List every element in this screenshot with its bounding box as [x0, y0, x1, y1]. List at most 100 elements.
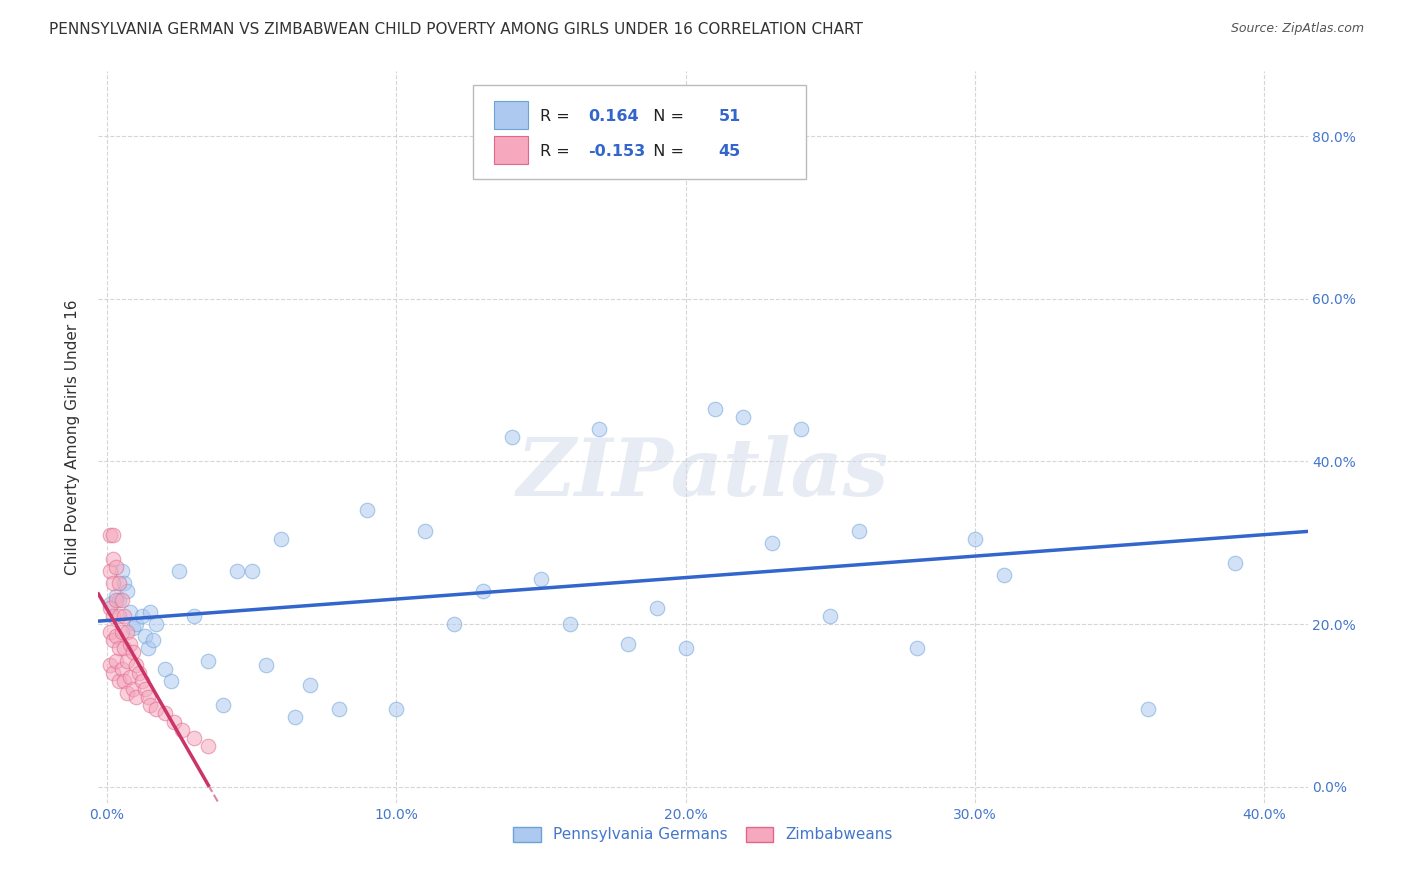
Point [183, 731, 205, 745]
Point [104, 560, 127, 574]
Point [107, 576, 129, 591]
Text: R =: R = [540, 145, 575, 159]
Point [240, 564, 263, 578]
Point [98, 597, 121, 611]
Point [139, 698, 162, 713]
Point [254, 657, 277, 672]
Point [114, 608, 136, 623]
Point [107, 608, 129, 623]
Point [142, 633, 165, 648]
Point [110, 625, 132, 640]
Point [98, 527, 121, 541]
Text: 45: 45 [718, 145, 741, 159]
Point [107, 592, 129, 607]
Text: R =: R = [540, 109, 575, 124]
Point [117, 625, 139, 640]
Point [125, 657, 148, 672]
Point [385, 702, 408, 716]
Point [101, 552, 124, 566]
Point [120, 670, 142, 684]
Point [98, 625, 121, 640]
Point [136, 641, 159, 656]
Point [131, 673, 153, 688]
Point [356, 503, 378, 517]
Point [270, 532, 292, 546]
Point [122, 645, 145, 659]
Point [145, 702, 167, 716]
FancyBboxPatch shape [474, 86, 806, 179]
Point [183, 608, 205, 623]
FancyBboxPatch shape [494, 136, 527, 164]
Point [820, 608, 842, 623]
Point [588, 422, 610, 436]
Point [172, 723, 194, 737]
Point [120, 605, 142, 619]
Text: Source: ZipAtlas.com: Source: ZipAtlas.com [1230, 22, 1364, 36]
Point [114, 641, 136, 656]
Point [530, 572, 553, 586]
Point [104, 654, 127, 668]
Point [114, 576, 136, 591]
Point [98, 564, 121, 578]
Point [197, 654, 219, 668]
Legend: Pennsylvania Germans, Zimbabweans: Pennsylvania Germans, Zimbabweans [506, 819, 900, 850]
Point [114, 673, 136, 688]
Point [905, 641, 928, 656]
Point [761, 535, 783, 549]
Point [110, 592, 132, 607]
Point [98, 600, 121, 615]
Point [790, 422, 813, 436]
Point [1137, 702, 1160, 716]
Point [104, 592, 127, 607]
Point [443, 617, 465, 632]
Point [848, 524, 870, 538]
Point [117, 686, 139, 700]
Point [120, 637, 142, 651]
Point [472, 584, 495, 599]
Text: 0.164: 0.164 [588, 109, 638, 124]
Point [169, 564, 191, 578]
Point [122, 621, 145, 635]
Point [98, 657, 121, 672]
Point [104, 629, 127, 643]
Point [101, 527, 124, 541]
FancyBboxPatch shape [494, 102, 527, 129]
Point [211, 698, 233, 713]
Point [1225, 556, 1247, 570]
Point [675, 641, 697, 656]
Point [117, 654, 139, 668]
Point [226, 564, 249, 578]
Point [162, 714, 184, 729]
Point [733, 409, 755, 424]
Point [298, 678, 321, 692]
Point [963, 532, 986, 546]
Point [110, 564, 132, 578]
Point [413, 524, 436, 538]
Point [125, 690, 148, 705]
Point [993, 568, 1015, 582]
Point [328, 702, 350, 716]
Point [197, 739, 219, 753]
Point [104, 589, 127, 603]
Text: N =: N = [643, 109, 689, 124]
Point [131, 608, 153, 623]
Text: ZIPatlas: ZIPatlas [517, 435, 889, 512]
Point [134, 681, 156, 696]
Point [128, 665, 150, 680]
Point [159, 673, 181, 688]
Point [153, 662, 176, 676]
Point [703, 401, 725, 416]
Point [134, 629, 156, 643]
Point [101, 608, 124, 623]
Point [617, 637, 640, 651]
Point [145, 617, 167, 632]
Point [558, 617, 581, 632]
Point [101, 633, 124, 648]
Text: PENNSYLVANIA GERMAN VS ZIMBABWEAN CHILD POVERTY AMONG GIRLS UNDER 16 CORRELATION: PENNSYLVANIA GERMAN VS ZIMBABWEAN CHILD … [49, 22, 863, 37]
Point [125, 617, 148, 632]
Point [136, 690, 159, 705]
Point [122, 681, 145, 696]
Point [139, 605, 162, 619]
Point [117, 584, 139, 599]
Text: 51: 51 [718, 109, 741, 124]
